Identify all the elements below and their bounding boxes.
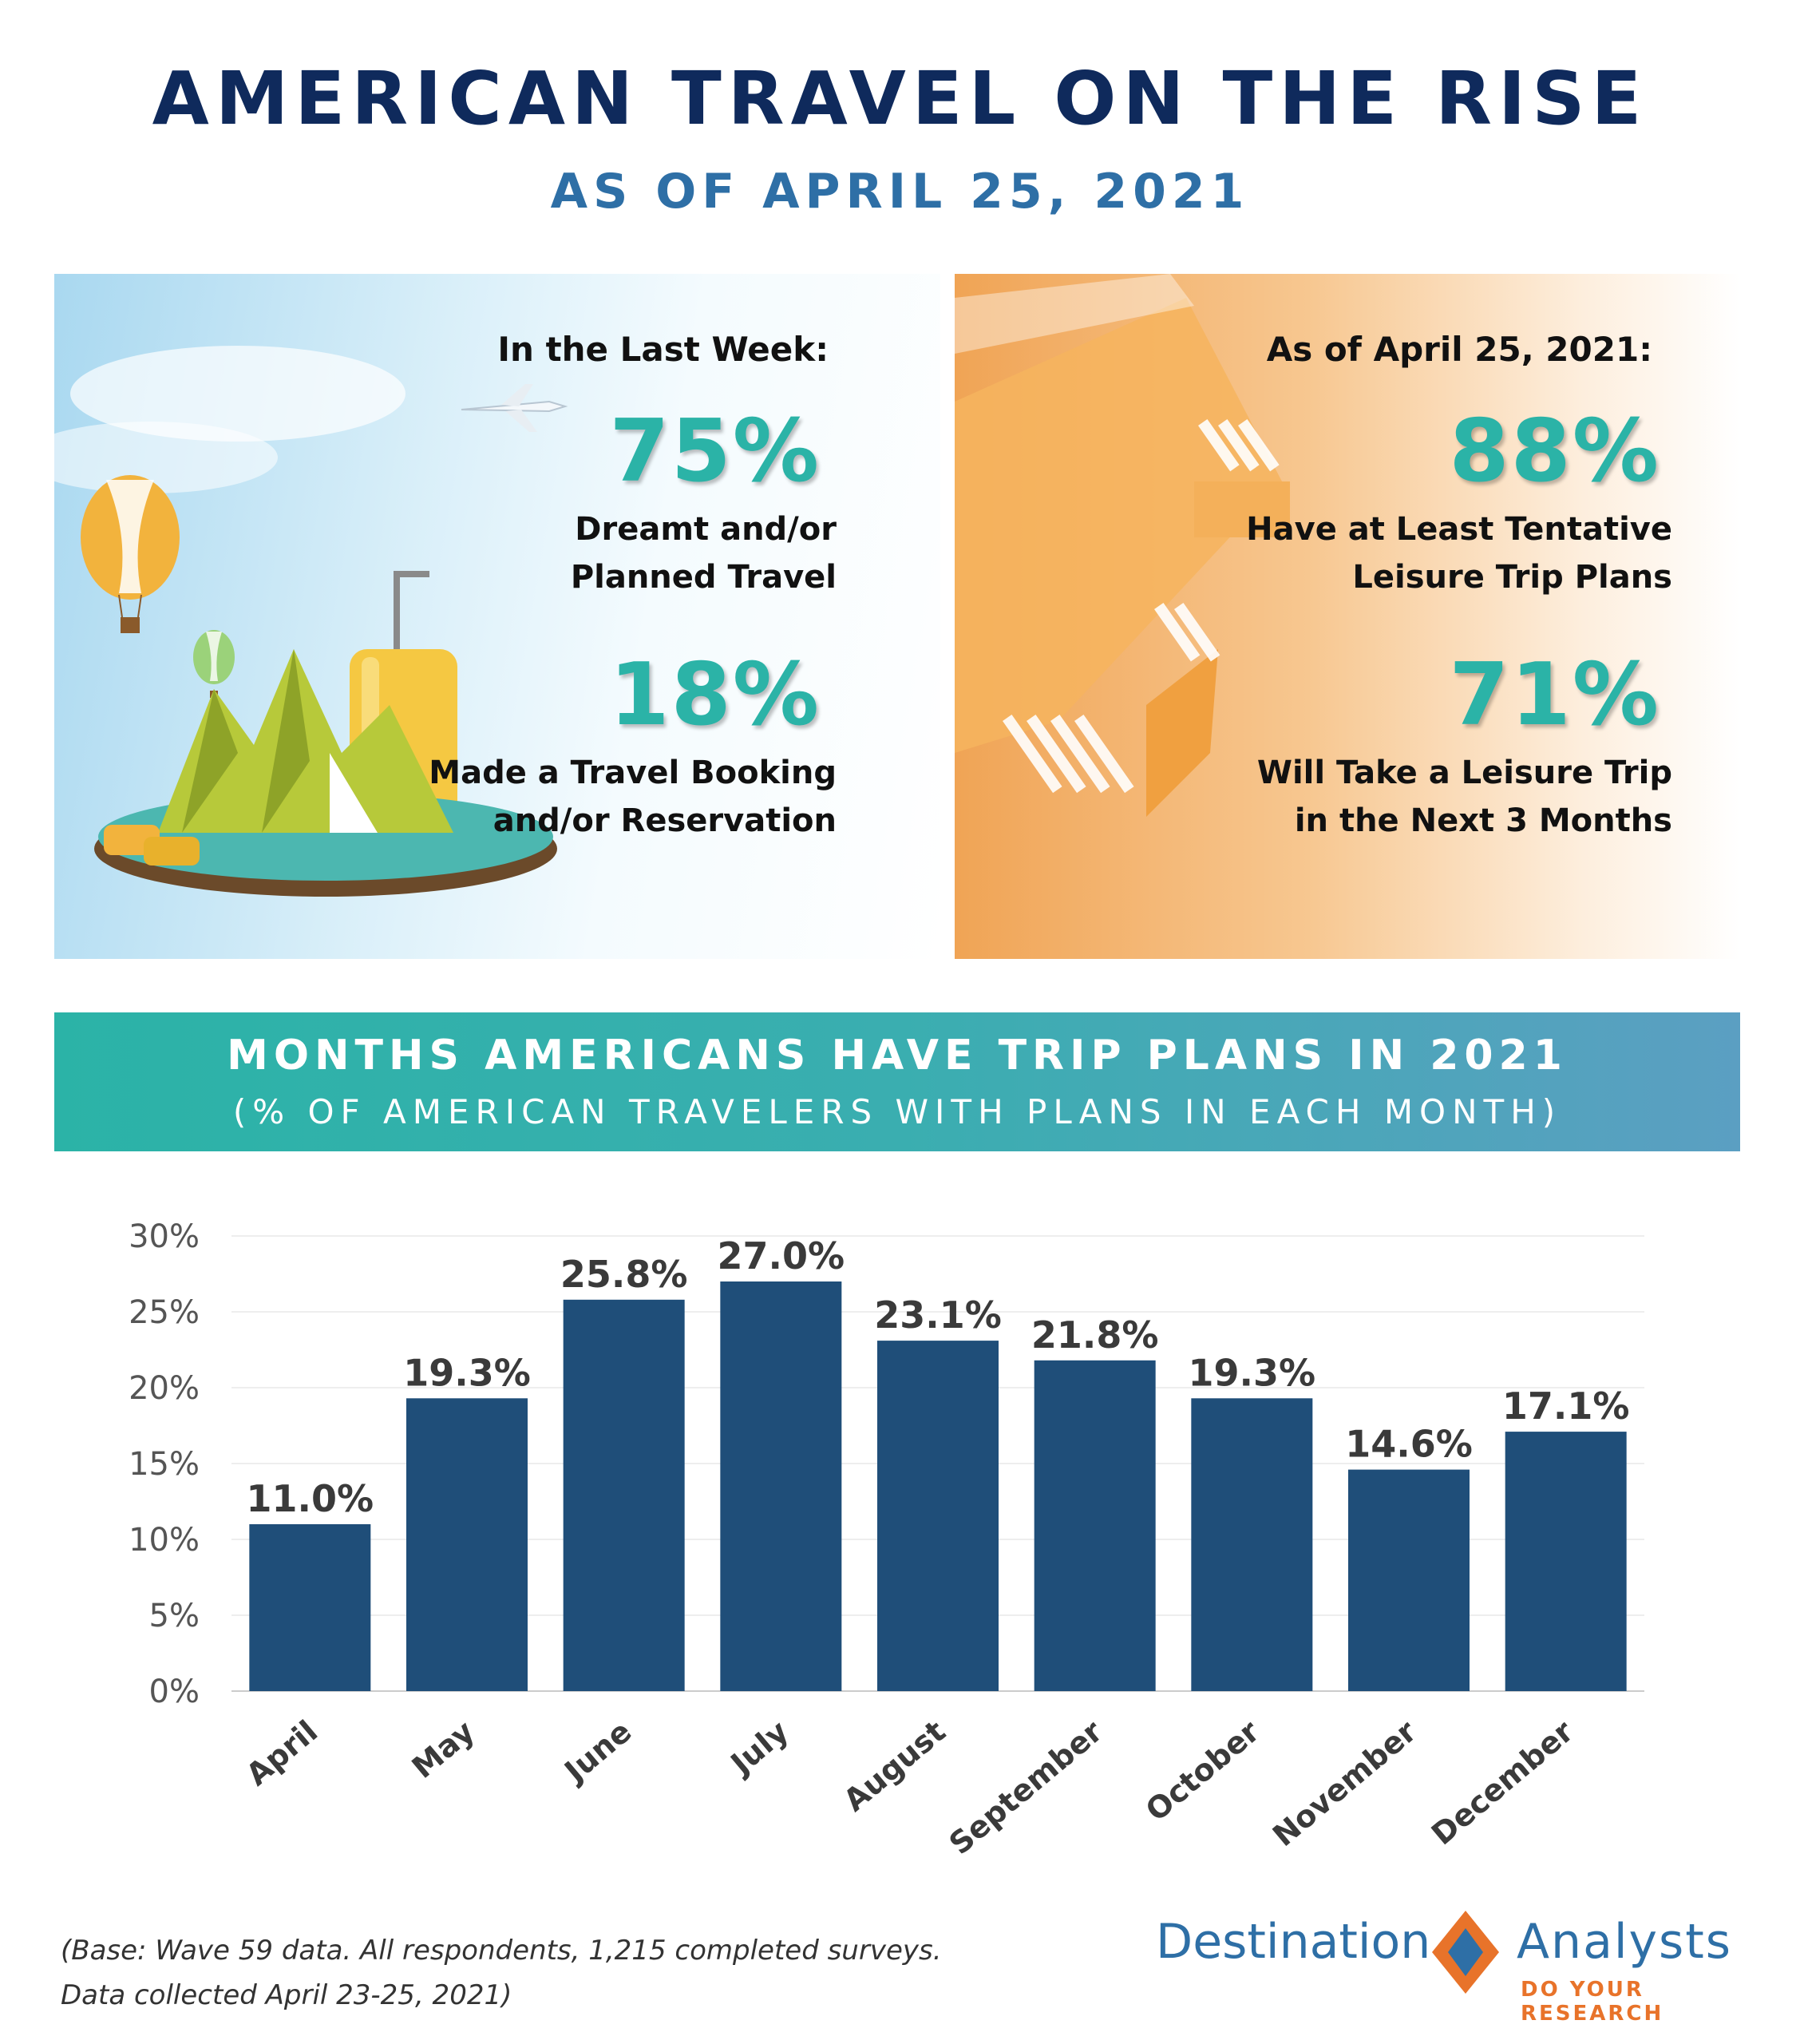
x-tick-label: May (405, 1713, 481, 1785)
logo-diamond-icon (1432, 1911, 1499, 1994)
base-note: (Base: Wave 59 data. All respondents, 1,… (61, 1935, 942, 2011)
trip-plans-label: Have at Least Tentative Leisure Trip Pla… (1246, 511, 1672, 596)
x-tick-label: April (239, 1713, 324, 1792)
bar (720, 1281, 842, 1691)
small-balloon-icon (193, 630, 235, 698)
logo-text-analysts: Analysts (1517, 1914, 1733, 1970)
x-tick-label: October (1139, 1713, 1266, 1828)
data-label: 19.3% (403, 1351, 531, 1394)
bar (406, 1398, 528, 1691)
logo-tagline: DO YOUR RESEARCH (1521, 1978, 1664, 2026)
left-stat-panel: In the Last Week: 75% Dreamt and/or Plan… (54, 274, 940, 959)
mountain-island-icon (94, 649, 557, 897)
y-tick-label: 30% (129, 1218, 200, 1255)
airplane-icon (461, 384, 568, 432)
y-tick-label: 15% (129, 1446, 200, 1483)
bar (1191, 1398, 1313, 1691)
right-stat-panel: As of April 25, 2021: 88% Have at Least … (955, 274, 1740, 959)
dreamt-planned-percent: 75% (609, 402, 821, 501)
chart-banner: MONTHS AMERICANS HAVE TRIP PLANS IN 2021… (54, 1012, 1740, 1151)
leisure-trip-label: Will Take a Leisure Trip in the Next 3 M… (1256, 755, 1672, 839)
bar (1505, 1432, 1627, 1691)
data-label: 17.1% (1502, 1384, 1630, 1428)
striped-towel-icon (1146, 481, 1290, 817)
y-tick-label: 0% (149, 1674, 200, 1710)
bar (1348, 1469, 1470, 1691)
bar (563, 1299, 685, 1691)
data-label: 23.1% (874, 1293, 1002, 1337)
last-week-heading: In the Last Week: (497, 330, 829, 369)
y-tick-label: 25% (129, 1294, 200, 1331)
destination-analysts-logo: Destination Analysts DO YOUR RESEARCH (1149, 1904, 1772, 2026)
chart-title: MONTHS AMERICANS HAVE TRIP PLANS IN 2021 (227, 1032, 1568, 1079)
x-tick-label: August (837, 1713, 951, 1818)
x-tick-label: July (722, 1713, 795, 1783)
chart-subtitle: (% OF AMERICAN TRAVELERS WITH PLANS IN E… (232, 1092, 1562, 1131)
data-label: 25.8% (560, 1253, 688, 1296)
x-tick-label: September (943, 1713, 1110, 1861)
data-label: 14.6% (1345, 1423, 1473, 1466)
y-tick-label: 5% (149, 1598, 200, 1634)
data-label: 19.3% (1189, 1351, 1316, 1394)
travel-booking-label: Made a Travel Booking and/or Reservation (429, 755, 837, 839)
page-subtitle: AS OF APRIL 25, 2021 (550, 164, 1250, 220)
hot-air-balloon-icon (81, 475, 180, 633)
travel-island-illustration (54, 346, 568, 897)
bar (1034, 1360, 1156, 1691)
beach-umbrella-illustration (955, 274, 1290, 817)
leisure-trip-percent: 71% (1449, 645, 1660, 745)
x-tick-label: December (1425, 1713, 1580, 1852)
data-label: 21.8% (1031, 1313, 1159, 1357)
page-title: AMERICAN TRAVEL ON THE RISE (152, 56, 1648, 141)
bar (877, 1341, 999, 1691)
trip-plans-percent: 88% (1449, 402, 1660, 501)
travel-booking-percent: 18% (609, 645, 821, 745)
as-of-heading: As of April 25, 2021: (1266, 330, 1652, 369)
x-tick-label: June (556, 1713, 639, 1790)
bar (249, 1524, 371, 1691)
data-label: 27.0% (718, 1234, 845, 1278)
x-tick-label: November (1266, 1713, 1423, 1853)
dreamt-planned-label: Dreamt and/or Planned Travel (570, 511, 837, 596)
y-tick-label: 20% (129, 1370, 200, 1407)
logo-text-destination: Destination (1156, 1914, 1431, 1970)
data-label: 11.0% (247, 1477, 374, 1520)
y-tick-label: 10% (129, 1522, 200, 1559)
